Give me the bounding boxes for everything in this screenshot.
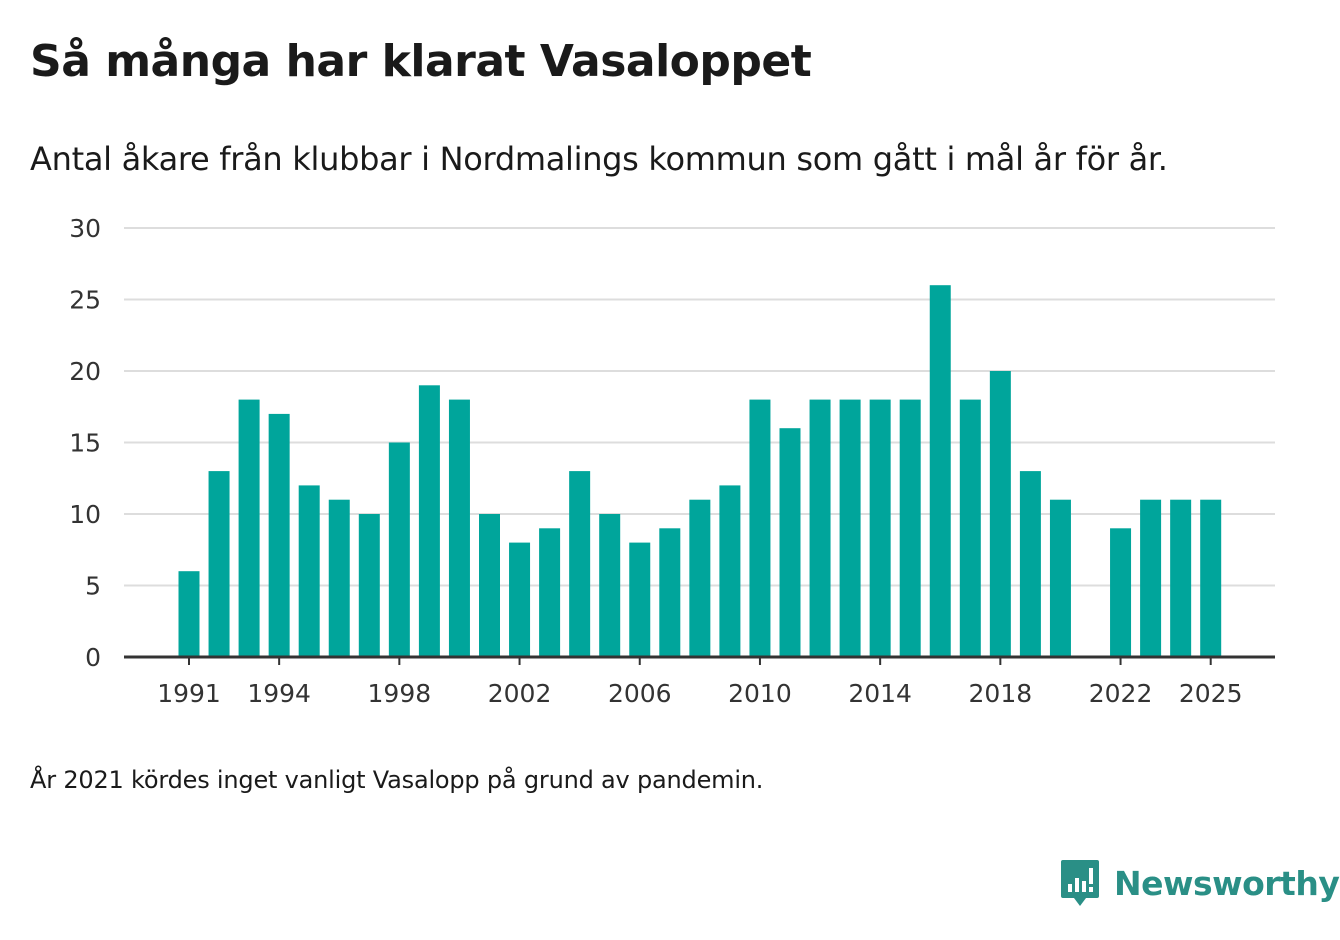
bar-2022	[1110, 528, 1132, 657]
y-axis-ticks: 0 5 10 15 20 25 30	[69, 214, 101, 672]
bar-1991	[178, 571, 200, 657]
bar-2014	[869, 399, 891, 657]
y-tick-label: 25	[69, 286, 101, 315]
bar-1999	[418, 385, 440, 657]
bar-2005	[599, 514, 621, 657]
bar-2019	[1019, 471, 1041, 657]
bar-1996	[328, 499, 350, 657]
bar-2012	[809, 399, 831, 657]
y-tick-label: 0	[85, 643, 101, 672]
chart-subtitle: Antal åkare från klubbar i Nordmalings k…	[30, 140, 1168, 178]
chart-title: Så många har klarat Vasaloppet	[30, 36, 812, 87]
bar-2003	[539, 528, 561, 657]
bar-1997	[358, 514, 380, 657]
y-tick-label: 30	[69, 214, 101, 243]
x-tick-label: 2002	[488, 679, 552, 708]
bar-1995	[298, 485, 320, 657]
x-tick-label: 1994	[247, 679, 311, 708]
bars	[178, 285, 1222, 657]
bar-2010	[749, 399, 771, 657]
bar-1994	[268, 413, 290, 657]
bar-2011	[779, 428, 801, 657]
bar-2017	[959, 399, 981, 657]
x-tick-label: 1998	[368, 679, 432, 708]
bar-1993	[238, 399, 260, 657]
y-tick-label: 5	[85, 572, 101, 601]
newsworthy-logo-icon	[1061, 860, 1099, 906]
footnote: År 2021 kördes inget vanligt Vasalopp på…	[30, 766, 764, 794]
bar-2025	[1200, 499, 1222, 657]
bar-2023	[1140, 499, 1162, 657]
bar-2016	[929, 285, 951, 657]
bar-2013	[839, 399, 861, 657]
x-tick-label: 1991	[157, 679, 221, 708]
x-tick-label: 2025	[1179, 679, 1243, 708]
x-tick-label: 2014	[848, 679, 912, 708]
bar-2006	[629, 542, 651, 657]
bar-2018	[989, 371, 1011, 657]
bar-2004	[569, 471, 591, 657]
bar-2000	[448, 399, 470, 657]
x-tick-label: 2022	[1089, 679, 1153, 708]
bar-2024	[1170, 499, 1192, 657]
y-tick-label: 10	[69, 500, 101, 529]
x-tick-label: 2018	[969, 679, 1033, 708]
bar-2008	[689, 499, 711, 657]
bar-1998	[388, 442, 410, 657]
bar-2015	[899, 399, 921, 657]
bar-1992	[208, 471, 230, 657]
x-tick-label: 2010	[728, 679, 792, 708]
y-tick-label: 15	[69, 429, 101, 458]
bar-2007	[659, 528, 681, 657]
brand-logo: Newsworthy	[1060, 858, 1340, 908]
x-tick-label: 2006	[608, 679, 672, 708]
bar-2002	[509, 542, 531, 657]
bar-2020	[1049, 499, 1071, 657]
bar-2001	[479, 514, 500, 657]
bar-2009	[719, 485, 741, 657]
brand-name: Newsworthy	[1114, 863, 1340, 903]
y-tick-label: 20	[69, 357, 101, 386]
x-axis-ticks: 1991 1994 1998 2002 2006 2010 2014 2018 2022 2025	[157, 657, 1243, 708]
